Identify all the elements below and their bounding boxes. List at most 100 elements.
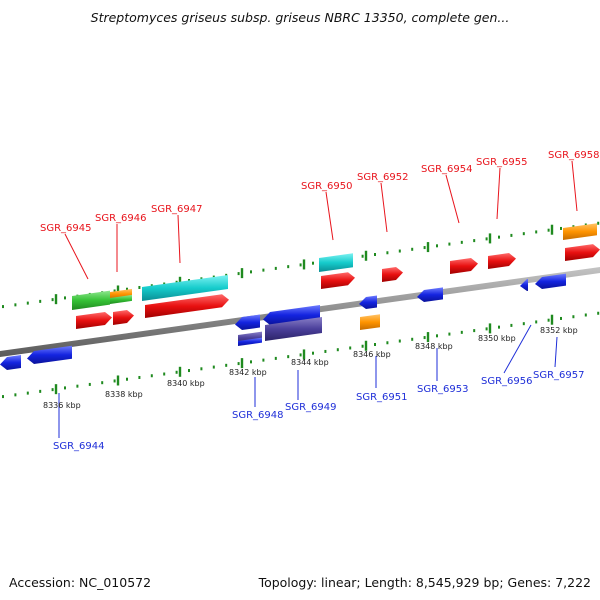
gene-arrow-reverse bbox=[235, 314, 260, 331]
scale-dot bbox=[398, 249, 401, 253]
scale-dot bbox=[39, 299, 42, 303]
scale-label: 8336 kbp bbox=[43, 401, 81, 410]
scale-dot bbox=[2, 395, 4, 399]
scale-label: 8350 kbp bbox=[478, 334, 516, 343]
gene-arrow-reverse bbox=[417, 287, 443, 303]
scale-dot bbox=[287, 265, 290, 269]
gene-feature bbox=[110, 294, 132, 304]
scale-dot bbox=[237, 362, 240, 366]
scale-dot bbox=[522, 232, 525, 236]
scale-dot bbox=[411, 337, 414, 341]
scale-dot bbox=[597, 221, 600, 225]
gene-arrow-reverse bbox=[359, 295, 377, 310]
scale-tick bbox=[550, 224, 554, 235]
scale-dot bbox=[64, 386, 66, 390]
scale-dot bbox=[460, 240, 463, 244]
genome-summary-text: Topology: linear; Length: 8,545,929 bp; … bbox=[258, 575, 591, 590]
gene-arrow-forward bbox=[145, 294, 229, 318]
scale-dot bbox=[163, 372, 166, 376]
gene-label-forward[interactable]: SGR_6947 bbox=[151, 204, 203, 215]
scale-dot bbox=[14, 303, 17, 307]
gene-label-reverse[interactable]: SGR_6948 bbox=[232, 410, 284, 421]
scale-dot bbox=[547, 318, 550, 322]
gene-label-forward[interactable]: SGR_6945 bbox=[40, 223, 92, 234]
scale-dot bbox=[336, 348, 339, 352]
gene-arrow-reverse bbox=[263, 305, 320, 326]
scale-dot bbox=[560, 316, 562, 320]
leader-line bbox=[64, 233, 89, 280]
leader-line bbox=[177, 214, 181, 264]
gene-arrow-forward bbox=[488, 253, 516, 269]
scale-dot bbox=[386, 251, 389, 255]
scale-tick bbox=[116, 285, 120, 296]
scale-dot bbox=[262, 358, 265, 362]
scale-dot bbox=[436, 244, 438, 248]
gene-feature bbox=[238, 337, 262, 346]
gene-arrow-forward bbox=[321, 272, 355, 289]
gene-label-reverse[interactable]: SGR_6944 bbox=[53, 441, 105, 452]
gene-feature bbox=[360, 314, 380, 330]
scale-label: 8338 kbp bbox=[105, 390, 143, 399]
scale-tick bbox=[488, 233, 492, 244]
leader-line bbox=[503, 324, 532, 374]
gene-label-reverse[interactable]: SGR_6953 bbox=[417, 384, 469, 395]
scale-dot bbox=[126, 287, 128, 291]
scale-tick bbox=[240, 268, 244, 279]
leader-line bbox=[325, 191, 334, 241]
scale-dot bbox=[312, 261, 314, 265]
gene-arrow-forward bbox=[565, 244, 600, 261]
leader-line bbox=[380, 182, 388, 233]
scale-dot bbox=[113, 379, 116, 383]
scale-dot bbox=[312, 351, 314, 355]
scale-dot bbox=[572, 315, 575, 319]
gene-feature bbox=[563, 223, 597, 240]
scale-dot bbox=[51, 298, 54, 302]
scale-label: 8352 kbp bbox=[540, 326, 578, 335]
scale-tick bbox=[116, 375, 120, 386]
scale-dot bbox=[299, 263, 302, 267]
scale-dot bbox=[64, 296, 66, 300]
scale-dot bbox=[597, 311, 600, 315]
scale-dot bbox=[237, 272, 240, 276]
scale-dot bbox=[39, 389, 42, 393]
scale-dot bbox=[138, 375, 141, 379]
scale-dot bbox=[349, 346, 352, 350]
leader-line bbox=[445, 174, 460, 224]
gene-arrow-forward bbox=[382, 267, 403, 282]
gene-arrow-reverse bbox=[535, 273, 566, 290]
scale-tick bbox=[302, 349, 306, 360]
gene-label-forward[interactable]: SGR_6946 bbox=[95, 213, 147, 224]
scale-dot bbox=[473, 329, 476, 333]
scale-dot bbox=[26, 301, 29, 305]
scale-dot bbox=[423, 246, 426, 250]
scale-dot bbox=[460, 330, 463, 334]
scale-label: 8340 kbp bbox=[167, 379, 205, 388]
scale-tick bbox=[302, 259, 306, 270]
scale-label: 8344 kbp bbox=[291, 358, 329, 367]
gene-label-forward[interactable]: SGR_6955 bbox=[476, 157, 528, 168]
gene-feature bbox=[265, 317, 322, 341]
scale-dot bbox=[274, 266, 277, 270]
scale-dot bbox=[510, 323, 513, 327]
scale-tick bbox=[54, 294, 58, 305]
scale-dot bbox=[324, 349, 327, 353]
gene-label-reverse[interactable]: SGR_6949 bbox=[285, 402, 337, 413]
gene-label-forward[interactable]: SGR_6954 bbox=[421, 164, 473, 175]
gene-label-reverse[interactable]: SGR_6957 bbox=[533, 370, 585, 381]
gene-label-forward[interactable]: SGR_6952 bbox=[357, 172, 409, 183]
scale-dot bbox=[126, 377, 128, 381]
scale-dot bbox=[2, 305, 4, 309]
scale-dot bbox=[51, 388, 54, 392]
leader-line bbox=[554, 336, 558, 368]
scale-dot bbox=[14, 393, 17, 397]
scale-dot bbox=[101, 381, 104, 385]
gene-label-forward[interactable]: SGR_6950 bbox=[301, 181, 353, 192]
scale-dot bbox=[374, 253, 376, 256]
scale-dot bbox=[150, 374, 153, 378]
gene-label-reverse[interactable]: SGR_6956 bbox=[481, 376, 533, 387]
gene-label-reverse[interactable]: SGR_6951 bbox=[356, 392, 408, 403]
scale-dot bbox=[485, 237, 488, 241]
scale-dot bbox=[200, 367, 203, 371]
scale-dot bbox=[522, 322, 525, 326]
gene-label-forward[interactable]: SGR_6958 bbox=[548, 150, 600, 161]
